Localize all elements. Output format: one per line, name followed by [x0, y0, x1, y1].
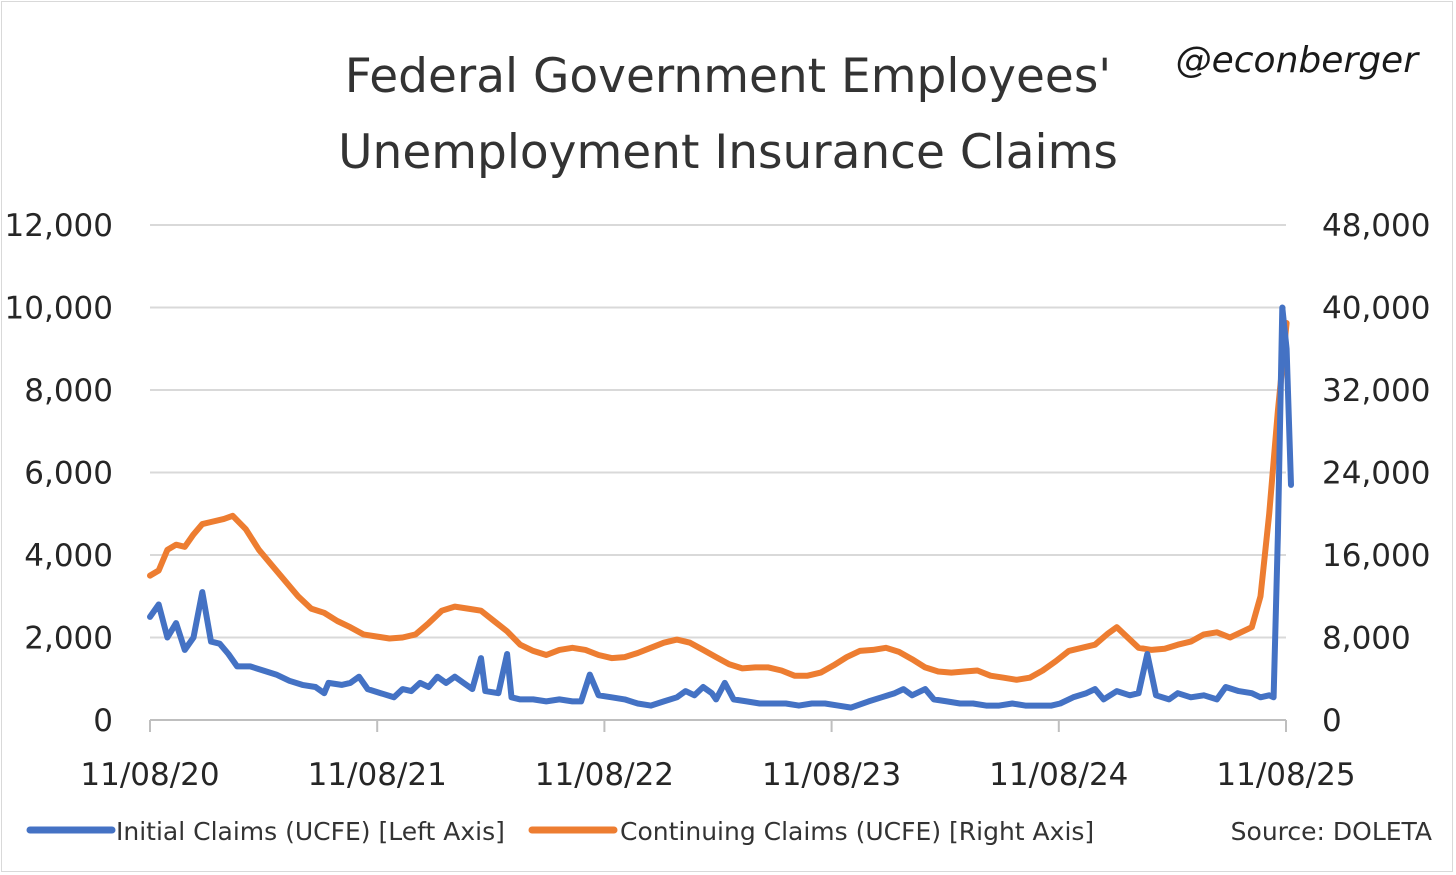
x-axis-tick-label: 11/08/24	[989, 757, 1128, 793]
legend: Initial Claims (UCFE) [Left Axis] Contin…	[26, 817, 1094, 846]
x-axis-tick-label: 11/08/25	[1216, 757, 1355, 793]
series-line-initial-claims	[147, 304, 1294, 711]
legend-label-initial: Initial Claims (UCFE) [Left Axis]	[116, 817, 505, 846]
left-axis-tick-label: 12,000	[5, 208, 113, 244]
author-handle: @econberger	[1176, 40, 1421, 81]
left-axis-ticks: 0 2,000 4,000 6,000 8,000 10,000 12,000	[5, 208, 113, 739]
x-axis-tick-label: 11/08/21	[308, 757, 447, 793]
gridlines	[150, 224, 1286, 639]
left-axis-tick-label: 0	[93, 703, 113, 739]
left-axis-tick-label: 2,000	[24, 621, 113, 657]
right-axis-tick-label: 0	[1322, 703, 1342, 739]
right-axis-tick-label: 32,000	[1322, 373, 1430, 409]
series-line-continuing-claims	[147, 320, 1290, 683]
series-lines	[147, 304, 1294, 711]
chart-title-line-1: Federal Government Employees'	[345, 49, 1111, 104]
source-note: Source: DOLETA	[1231, 817, 1432, 846]
right-axis-ticks: 0 8,000 16,000 24,000 32,000 40,000 48,000	[1322, 208, 1430, 739]
legend-label-continuing: Continuing Claims (UCFE) [Right Axis]	[620, 817, 1094, 846]
left-axis-tick-label: 6,000	[24, 456, 113, 492]
right-axis-tick-label: 24,000	[1322, 456, 1430, 492]
left-axis-tick-label: 4,000	[24, 538, 113, 574]
x-axis-tick-label: 11/08/23	[762, 757, 901, 793]
chart-title-line-2: Unemployment Insurance Claims	[338, 125, 1118, 180]
left-axis-tick-label: 10,000	[5, 291, 113, 327]
x-axis-tick-label: 11/08/20	[80, 757, 219, 793]
x-axis: 11/08/20 11/08/21 11/08/22 11/08/23 11/08/24…	[80, 719, 1356, 793]
right-axis-tick-label: 48,000	[1322, 208, 1430, 244]
right-axis-tick-label: 8,000	[1322, 621, 1411, 657]
right-axis-tick-label: 16,000	[1322, 538, 1430, 574]
right-axis-tick-label: 40,000	[1322, 291, 1430, 327]
x-axis-tick-label: 11/08/22	[535, 757, 674, 793]
left-axis-tick-label: 8,000	[24, 373, 113, 409]
